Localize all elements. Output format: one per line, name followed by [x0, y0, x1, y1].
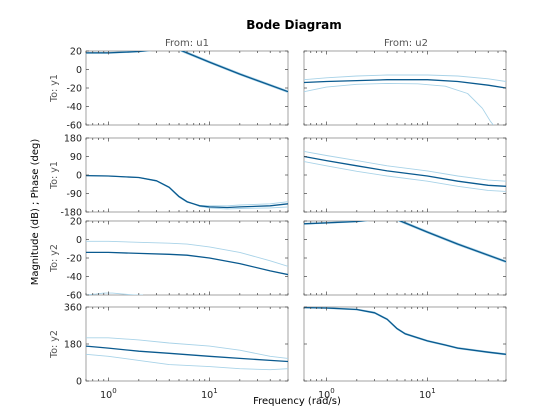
y-tick-label: 0: [76, 235, 82, 246]
row-label: To: y2: [49, 330, 60, 359]
panel-group: 20 0 -20 -40 -60 To: y1 180 90 0 -90 -180 To: y1 20 0…: [49, 47, 507, 401]
y-tick-label: -20: [66, 84, 82, 95]
bound-response-line-1: [86, 240, 288, 267]
bound-response-line-2: [86, 292, 143, 295]
row-label: To: y1: [49, 74, 60, 103]
panel-curves: [304, 74, 506, 125]
nominal-response-line-0: [86, 51, 288, 93]
nominal-response-line-0: [304, 221, 506, 263]
x-tick-label: 101: [201, 387, 218, 401]
y-tick-label: 20: [70, 217, 82, 228]
panel-r0-c1: [303, 50, 507, 126]
panel-r2-c0: 20 0 -20 -40 -60 To: y2: [49, 217, 289, 302]
panel-frame: [85, 137, 289, 213]
y-tick-label: 180: [64, 134, 82, 145]
y-tick-label: 180: [64, 340, 82, 351]
nominal-response-line-0: [304, 79, 506, 89]
x-tick-label: 101: [419, 387, 436, 401]
panel-r1-c0: 180 90 0 -90 -180 To: y1: [49, 134, 289, 219]
y-tick-label: -90: [66, 189, 82, 200]
panel-frame: [303, 306, 507, 382]
y-tick-label: -40: [66, 272, 82, 283]
panel-r3-c0: 360 180 0 To: y2 100 101: [49, 303, 289, 401]
panel-frame: [85, 50, 289, 126]
y-tick-label: -20: [66, 254, 82, 265]
panel-r2-c1: [303, 220, 507, 296]
bound-response-line-1: [86, 337, 288, 359]
panel-frame: [303, 50, 507, 126]
panel-curves: [86, 51, 288, 94]
y-tick-label: -60: [66, 121, 82, 132]
nominal-response-line-0: [86, 174, 288, 209]
y-axis-label: Magnitude (dB) ; Phase (deg): [30, 139, 41, 286]
panel-curves: [86, 240, 288, 295]
y-tick-label: 20: [70, 47, 82, 58]
y-tick-label: 90: [70, 152, 82, 163]
panel-r3-c1: 100 101: [303, 306, 507, 401]
bound-response-line-1: [304, 74, 506, 82]
panel-curves: [86, 337, 288, 371]
column-label-u2: From: u2: [384, 38, 428, 49]
x-axis-label: Frequency (rad/s): [253, 396, 341, 407]
panel-r0-c0: 20 0 -20 -40 -60 To: y1: [49, 47, 289, 132]
x-tick-label: 100: [318, 387, 335, 401]
bound-response-line-2: [304, 161, 506, 192]
y-tick-label: -60: [66, 291, 82, 302]
y-tick-label: -40: [66, 102, 82, 113]
y-tick-label: 0: [76, 65, 82, 76]
y-tick-label: 360: [64, 303, 82, 314]
column-label-u1: From: u1: [165, 38, 209, 49]
chart-title: Bode Diagram: [246, 18, 342, 32]
nominal-response-line-0: [304, 155, 506, 187]
row-label: To: y2: [49, 244, 60, 273]
bound-response-line-2: [304, 82, 494, 125]
panel-frame: [85, 220, 289, 296]
nominal-response-line-0: [304, 307, 506, 355]
bound-response-line-1: [304, 150, 506, 182]
panel-curves: [304, 221, 506, 264]
panel-r1-c1: [303, 137, 507, 213]
panel-curves: [304, 150, 506, 192]
bound-response-line-2: [86, 353, 288, 371]
y-tick-label: 0: [76, 377, 82, 388]
y-tick-label: 0: [76, 171, 82, 182]
panel-curves: [86, 174, 288, 210]
nominal-response-line-0: [86, 345, 288, 363]
y-tick-label: -180: [60, 208, 82, 219]
panel-frame: [303, 137, 507, 213]
row-label: To: y1: [49, 161, 60, 190]
panel-frame: [303, 220, 507, 296]
x-tick-label: 100: [100, 387, 117, 401]
nominal-response-line-0: [86, 251, 288, 276]
panel-curves: [304, 307, 506, 356]
